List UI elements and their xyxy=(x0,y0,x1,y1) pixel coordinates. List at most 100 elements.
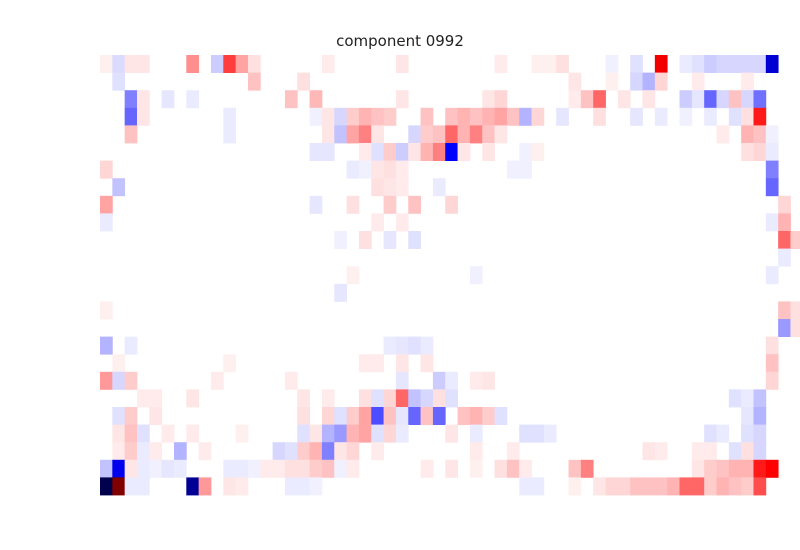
heatmap-cell xyxy=(494,125,508,144)
heatmap-cell xyxy=(765,55,779,73)
heatmap-cell xyxy=(297,442,311,461)
heatmap-cell xyxy=(309,195,323,214)
heatmap-cell xyxy=(790,301,800,320)
heatmap-cell xyxy=(630,55,643,73)
heatmap-cell xyxy=(395,389,409,408)
heatmap-cell xyxy=(728,55,742,73)
heatmap-cell xyxy=(136,424,150,443)
heatmap-cell xyxy=(753,477,767,496)
heatmap-cell xyxy=(420,336,434,355)
heatmap-cell xyxy=(173,442,187,461)
heatmap-cell xyxy=(605,477,619,496)
heatmap-cell xyxy=(716,90,730,109)
heatmap-cell xyxy=(691,459,705,478)
heatmap-cell xyxy=(100,195,113,214)
heatmap-cell xyxy=(383,178,397,197)
heatmap-cell xyxy=(716,477,730,496)
heatmap-cell xyxy=(469,125,483,144)
heatmap-cell xyxy=(617,477,631,496)
heatmap-cell xyxy=(765,459,779,478)
heatmap-cell xyxy=(309,477,323,496)
heatmap-cell xyxy=(531,424,545,443)
heatmap-cell xyxy=(778,248,791,267)
heatmap-cell xyxy=(432,371,446,390)
heatmap-cell xyxy=(321,107,335,126)
heatmap-cell xyxy=(482,125,495,144)
heatmap-cell xyxy=(309,424,323,443)
heatmap-cell xyxy=(395,178,409,197)
heatmap-cell xyxy=(667,477,680,496)
heatmap-cell xyxy=(124,442,138,461)
heatmap-cell xyxy=(100,477,113,496)
heatmap-cell xyxy=(321,424,335,443)
heatmap-cell xyxy=(297,389,311,408)
heatmap-cell xyxy=(346,125,360,144)
heatmap-cell xyxy=(432,389,446,408)
heatmap-cell xyxy=(457,407,471,425)
heatmap-cell xyxy=(358,354,372,373)
heatmap-cell xyxy=(371,107,384,126)
heatmap-cell xyxy=(395,213,409,232)
heatmap-cell xyxy=(420,407,434,425)
heatmap-cell xyxy=(691,442,705,461)
heatmap-cell xyxy=(519,160,532,179)
heatmap-cell xyxy=(346,195,360,214)
heatmap-cell xyxy=(297,407,311,425)
heatmap-cell xyxy=(408,231,421,249)
heatmap-cell xyxy=(297,477,311,496)
heatmap-cell xyxy=(494,459,508,478)
heatmap-cell xyxy=(408,125,421,144)
heatmap-cell xyxy=(112,442,126,461)
heatmap-cell xyxy=(112,354,126,373)
heatmap-cell xyxy=(704,107,717,126)
heatmap-cell xyxy=(358,407,372,425)
heatmap-cell xyxy=(395,160,409,179)
heatmap-cell xyxy=(358,424,372,443)
heatmap-cell xyxy=(124,125,138,144)
heatmap-cell xyxy=(297,459,311,478)
heatmap-cell xyxy=(728,90,742,109)
heatmap-cell xyxy=(753,407,767,425)
heatmap-cell xyxy=(161,459,175,478)
heatmap-cell xyxy=(753,459,767,478)
heatmap-cell xyxy=(408,143,421,161)
heatmap-cell xyxy=(605,55,619,73)
heatmap-cell xyxy=(704,477,717,496)
heatmap-cell xyxy=(161,424,175,443)
heatmap-cell xyxy=(136,55,150,73)
heatmap-cell xyxy=(408,336,421,355)
heatmap-cell xyxy=(371,178,384,197)
heatmap-cell xyxy=(309,107,323,126)
heatmap-cell xyxy=(161,90,175,109)
heatmap-cell xyxy=(136,442,150,461)
heatmap-cell xyxy=(704,442,717,461)
heatmap-cell xyxy=(605,72,619,91)
heatmap-cell xyxy=(100,55,113,73)
heatmap-cell xyxy=(531,143,545,161)
heatmap-cell xyxy=(568,459,582,478)
heatmap-cell xyxy=(383,143,397,161)
heatmap-cell xyxy=(358,231,372,249)
heatmap-cell xyxy=(321,143,335,161)
heatmap-cell xyxy=(753,107,767,126)
heatmap-cell xyxy=(691,72,705,91)
heatmap-cell xyxy=(223,107,237,126)
heatmap-cell xyxy=(593,90,606,109)
heatmap-cell xyxy=(704,90,717,109)
heatmap-cell xyxy=(383,336,397,355)
heatmap-cell xyxy=(568,90,582,109)
heatmap-cell xyxy=(778,195,791,214)
heatmap-cell xyxy=(741,424,754,443)
heatmap-cell xyxy=(765,160,779,179)
heatmap-cell xyxy=(741,125,754,144)
heatmap-cell xyxy=(728,107,742,126)
heatmap-cell xyxy=(691,90,705,109)
heatmap-cell xyxy=(358,160,372,179)
heatmap-cell xyxy=(334,283,347,302)
heatmap-cell xyxy=(457,143,471,161)
heatmap-cell xyxy=(334,442,347,461)
heatmap-cell xyxy=(556,55,569,73)
heatmap-cell xyxy=(247,459,261,478)
heatmap-cell xyxy=(716,55,730,73)
heatmap-cell xyxy=(580,459,594,478)
